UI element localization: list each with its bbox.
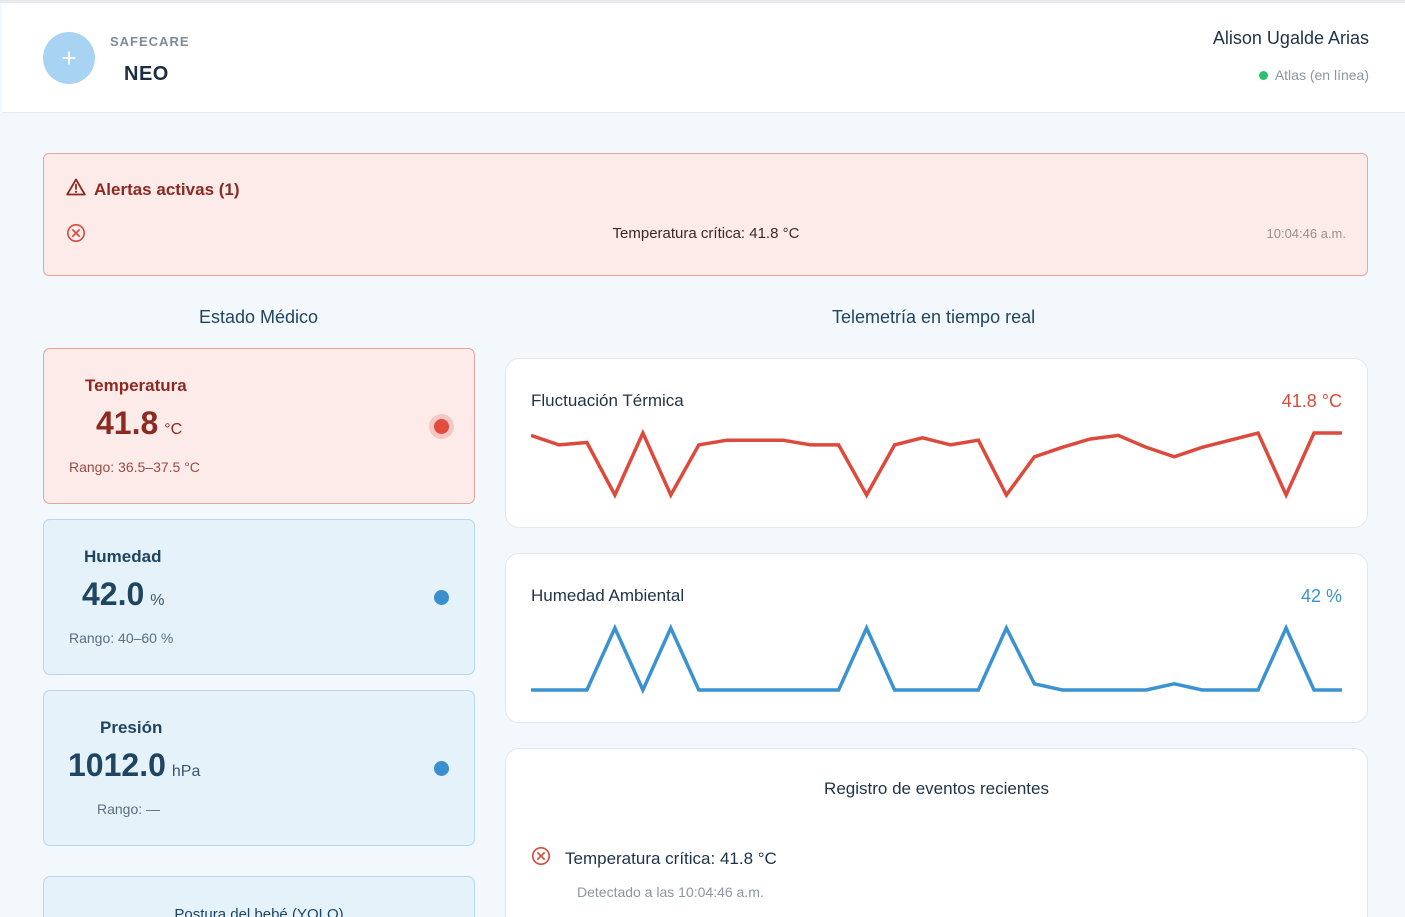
status-indicator-icon: [434, 590, 449, 605]
vital-unit: hPa: [171, 763, 201, 780]
humidity-line-chart: [531, 624, 1342, 694]
vital-label: Temperatura: [85, 376, 187, 395]
vital-label: Humedad: [84, 547, 162, 566]
alert-item[interactable]: Temperatura crítica: 41.8 °C 10:04:46 a.…: [66, 222, 1346, 244]
status-indicator-icon: [434, 419, 449, 434]
chart-title: Fluctuación Térmica: [531, 391, 684, 410]
vital-unit: °C: [164, 421, 183, 438]
thermal-line-chart: [531, 429, 1342, 499]
medical-status-title: Estado Médico: [199, 307, 319, 327]
user-name[interactable]: Alison Ugalde Arias: [1212, 28, 1369, 48]
warning-triangle-icon: [66, 178, 86, 201]
telemetry-title: Telemetría en tiempo real: [832, 307, 1036, 327]
vital-value: 42.0 %: [82, 576, 165, 613]
vital-unit: %: [150, 592, 165, 609]
vital-number: 41.8: [96, 405, 159, 441]
app-header: + SAFECARE NEO Alison Ugalde Arias Atlas…: [2, 3, 1405, 113]
vital-number: 1012.0: [68, 747, 166, 783]
event-detail: Detectado a las 10:04:46 a.m.: [577, 884, 764, 900]
series-line: [531, 429, 1342, 499]
chart-current-value: 41.8 °C: [1281, 391, 1342, 411]
posture-title: Postura del bebé (YOLO): [174, 906, 344, 917]
posture-card[interactable]: Postura del bebé (YOLO): [43, 876, 475, 917]
vital-card-temperature[interactable]: Temperatura 41.8 °C Rango: 36.5–37.5 °C: [43, 348, 475, 504]
thermal-chart-card: Fluctuación Térmica 41.8 °C: [505, 358, 1368, 528]
alerts-header: Alertas activas (1): [66, 178, 240, 201]
series-line: [531, 624, 1342, 694]
active-alerts-panel: Alertas activas (1) Temperatura crítica:…: [43, 153, 1368, 276]
logo-plus-icon: +: [43, 32, 95, 84]
vital-value: 41.8 °C: [96, 405, 182, 442]
brand-subtitle: SAFECARE: [110, 34, 190, 49]
brand-title: NEO: [124, 63, 169, 85]
alerts-title: Alertas activas (1): [94, 179, 240, 199]
vital-label: Presión: [100, 718, 163, 737]
chart-title: Humedad Ambiental: [531, 586, 685, 605]
online-dot-icon: [1258, 70, 1268, 80]
device-status: Atlas (en línea): [1258, 67, 1369, 83]
vital-card-pressure[interactable]: Presión 1012.0 hPa Rango: —: [43, 690, 475, 846]
alert-message: Temperatura crítica: 41.8 °C: [612, 225, 800, 242]
top-border: [0, 0, 1405, 3]
device-status-label: Atlas (en línea): [1274, 67, 1369, 83]
vital-range: Rango: 36.5–37.5 °C: [69, 459, 200, 475]
events-title: Registro de eventos recientes: [824, 779, 1049, 798]
vital-number: 42.0: [82, 576, 145, 612]
close-circle-icon: [531, 846, 551, 871]
vital-card-humidity[interactable]: Humedad 42.0 % Rango: 40–60 %: [43, 519, 475, 675]
alert-timestamp: 10:04:46 a.m.: [1266, 226, 1347, 241]
status-indicator-icon: [434, 761, 449, 776]
chart-current-value: 42 %: [1300, 586, 1342, 606]
event-item[interactable]: Temperatura crítica: 41.8 °C: [531, 846, 777, 871]
vital-range: Rango: —: [97, 801, 161, 817]
vital-range: Rango: 40–60 %: [69, 630, 174, 646]
close-circle-icon[interactable]: [66, 223, 86, 248]
vital-value: 1012.0 hPa: [68, 747, 200, 784]
events-log-card: Registro de eventos recientes Temperatur…: [505, 748, 1368, 917]
humidity-chart-card: Humedad Ambiental 42 %: [505, 553, 1368, 723]
event-message: Temperatura crítica: 41.8 °C: [565, 848, 777, 868]
